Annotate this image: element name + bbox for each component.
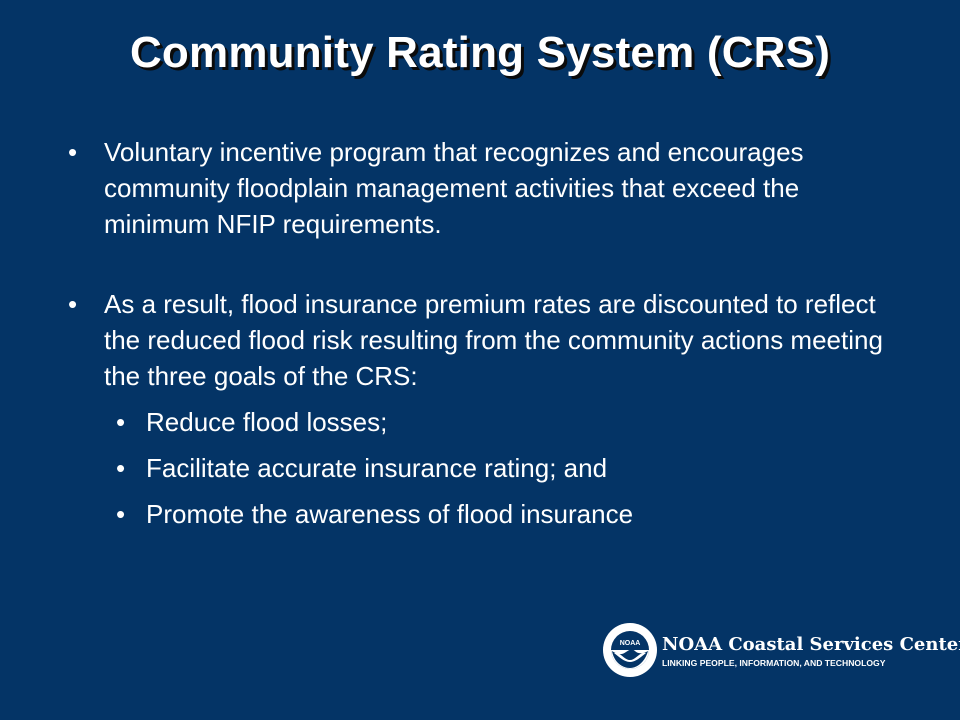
- svg-text:NOAA: NOAA: [620, 640, 641, 647]
- bullet-text: Voluntary incentive program that recogni…: [104, 137, 804, 239]
- bullet-text: As a result, flood insurance premium rat…: [104, 289, 883, 391]
- bullet-icon: •: [116, 453, 126, 483]
- sub-bullet-text: Reduce flood losses;: [146, 407, 388, 437]
- bullet-icon: •: [116, 499, 126, 529]
- logo-tagline: LINKING PEOPLE, INFORMATION, AND TECHNOL…: [662, 658, 886, 668]
- sub-bullet-item: • Facilitate accurate insurance rating; …: [68, 450, 898, 486]
- bullet-item: • As a result, flood insurance premium r…: [68, 286, 898, 394]
- slide-title: Community Rating System (CRS): [129, 28, 831, 77]
- bullet-item: • Voluntary incentive program that recog…: [68, 134, 898, 242]
- sub-bullet-item: • Promote the awareness of flood insuran…: [68, 496, 898, 532]
- logo-name: NOAA Coastal Services Center: [662, 634, 960, 655]
- noaa-logo: NOAA NOAA Coastal Services Center LINKIN…: [602, 622, 960, 684]
- bullet-icon: •: [68, 137, 78, 167]
- sub-bullet-item: • Reduce flood losses;: [68, 404, 898, 440]
- bullet-icon: •: [116, 407, 126, 437]
- bullet-list: • Voluntary incentive program that recog…: [68, 134, 898, 532]
- bullet-icon: •: [68, 289, 78, 319]
- sub-bullet-text: Promote the awareness of flood insurance: [146, 499, 634, 529]
- noaa-seal-icon: NOAA: [603, 623, 657, 677]
- sub-bullet-text: Facilitate accurate insurance rating; an…: [146, 453, 608, 483]
